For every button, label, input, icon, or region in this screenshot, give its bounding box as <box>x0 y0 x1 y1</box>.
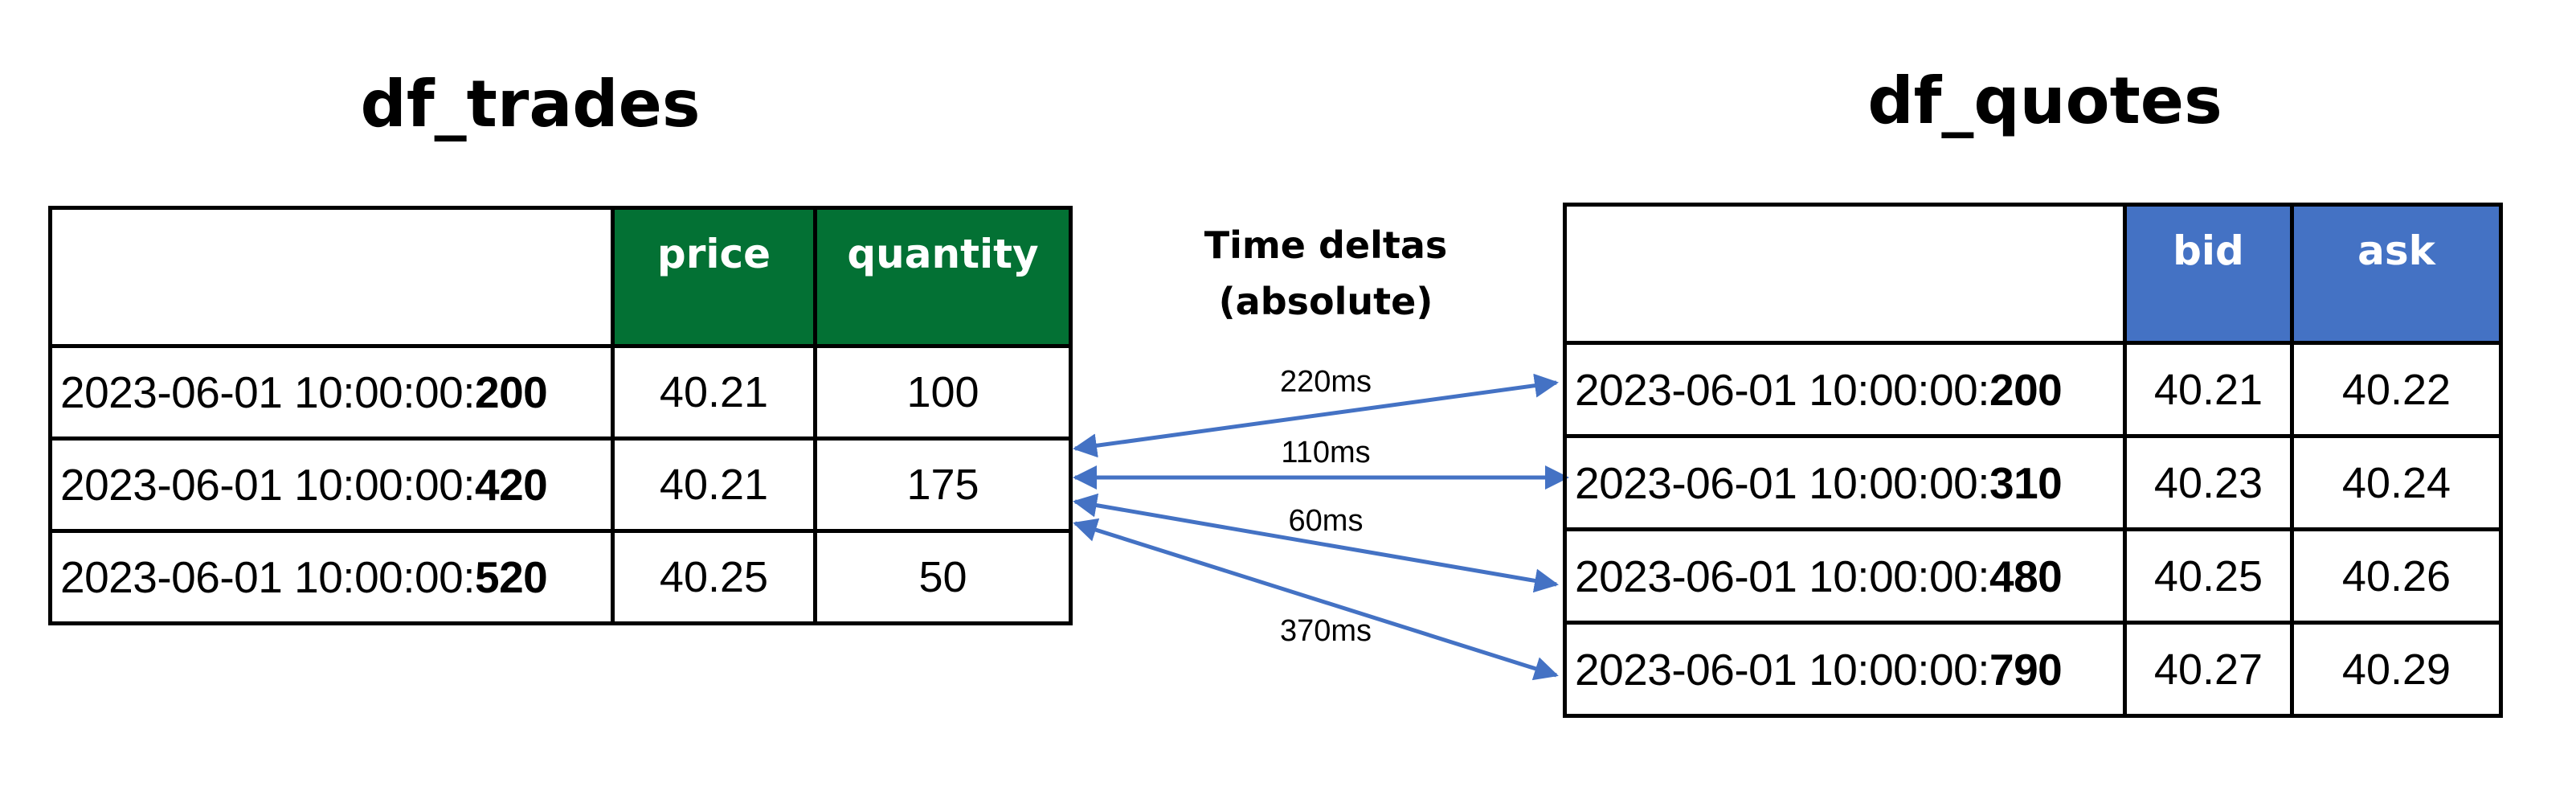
trade-price: 40.21 <box>611 344 817 441</box>
quote-ask: 40.29 <box>2290 621 2503 718</box>
trades-header-row: price quantity <box>48 206 1073 348</box>
quote-timestamp: 2023-06-01 10:00:00:790 <box>1563 621 2127 718</box>
trade-quantity: 175 <box>813 436 1073 533</box>
quotes-header-row: bid ask <box>1563 203 2503 345</box>
table-row: 2023-06-01 10:00:00:310 40.23 40.24 <box>1563 434 2503 531</box>
quotes-ask-header: ask <box>2290 203 2503 345</box>
trades-quantity-header: quantity <box>813 206 1073 348</box>
time-deltas-title-line1: Time deltas <box>1204 223 1448 267</box>
quote-ask: 40.26 <box>2290 527 2503 625</box>
quote-timestamp: 2023-06-01 10:00:00:480 <box>1563 527 2127 625</box>
quote-bid: 40.23 <box>2123 434 2294 531</box>
quote-timestamp: 2023-06-01 10:00:00:310 <box>1563 434 2127 531</box>
trades-index-header <box>48 206 615 348</box>
time-deltas-title: Time deltas (absolute) <box>1149 217 1503 330</box>
delta-label-220ms: 220ms <box>1280 365 1372 399</box>
quote-bid: 40.21 <box>2123 341 2294 438</box>
quotes-table: bid ask 2023-06-01 10:00:00:200 40.21 40… <box>1563 203 2503 718</box>
trade-timestamp: 2023-06-01 10:00:00:420 <box>48 436 615 533</box>
table-row: 2023-06-01 10:00:00:790 40.27 40.29 <box>1563 621 2503 718</box>
quote-ask: 40.24 <box>2290 434 2503 531</box>
table-row: 2023-06-01 10:00:00:520 40.25 50 <box>48 529 1073 625</box>
delta-label-60ms: 60ms <box>1289 504 1364 538</box>
trade-price: 40.25 <box>611 529 817 625</box>
trade-quantity: 100 <box>813 344 1073 441</box>
quotes-index-header <box>1563 203 2127 345</box>
trade-price: 40.21 <box>611 436 817 533</box>
trade-timestamp: 2023-06-01 10:00:00:520 <box>48 529 615 625</box>
time-deltas-title-line2: (absolute) <box>1218 280 1433 323</box>
quote-timestamp: 2023-06-01 10:00:00:200 <box>1563 341 2127 438</box>
trades-table-title: df_trades <box>360 67 701 141</box>
quotes-bid-header: bid <box>2123 203 2294 345</box>
quote-ask: 40.22 <box>2290 341 2503 438</box>
table-row: 2023-06-01 10:00:00:420 40.21 175 <box>48 436 1073 533</box>
delta-arrow-220ms <box>1073 373 1559 458</box>
delta-label-110ms: 110ms <box>1281 436 1370 469</box>
trades-table: price quantity 2023-06-01 10:00:00:200 4… <box>48 206 1073 625</box>
delta-arrow-60ms <box>1073 493 1559 593</box>
table-row: 2023-06-01 10:00:00:200 40.21 40.22 <box>1563 341 2503 438</box>
trade-timestamp: 2023-06-01 10:00:00:200 <box>48 344 615 441</box>
quote-bid: 40.27 <box>2123 621 2294 718</box>
trades-price-header: price <box>611 206 817 348</box>
table-row: 2023-06-01 10:00:00:200 40.21 100 <box>48 344 1073 441</box>
delta-arrow-370ms <box>1073 518 1559 681</box>
trade-quantity: 50 <box>813 529 1073 625</box>
table-row: 2023-06-01 10:00:00:480 40.25 40.26 <box>1563 527 2503 625</box>
delta-label-370ms: 370ms <box>1280 614 1372 648</box>
quote-bid: 40.25 <box>2123 527 2294 625</box>
quotes-table-title: df_quotes <box>1867 64 2222 138</box>
